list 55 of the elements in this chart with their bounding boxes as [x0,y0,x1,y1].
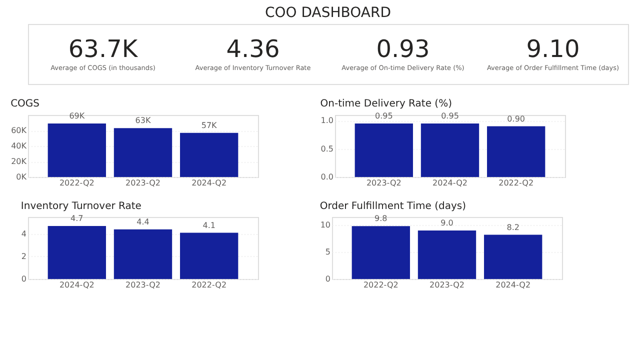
data-label: 8.2 [506,222,520,232]
data-label: 63K [135,116,152,126]
bar [418,230,476,279]
y-tick-label: 60K [11,126,28,135]
chart-title: On-time Delivery Rate (%) [320,98,452,110]
bar [180,232,238,279]
bar [48,226,106,279]
bar [180,132,238,177]
data-label: 4.4 [136,217,150,226]
y-tick-label: 4 [21,229,26,238]
data-label: 9.8 [374,214,388,224]
x-tick-label: 2022-Q2 [363,280,398,290]
data-label: 0.90 [507,114,525,124]
data-label: 4.7 [70,214,84,224]
bar [484,234,542,279]
x-tick-label: 2022-Q2 [59,178,94,188]
y-tick-label: 0K [16,172,28,182]
data-label: 9.0 [440,218,454,228]
text: 63.7K [68,35,139,63]
data-label: 0.95 [441,111,459,120]
x-tick-label: 2024-Q2 [432,178,468,188]
text: COO DASHBOARD [264,5,392,21]
y-tick-label: 0.5 [320,144,334,154]
y-tick-label: 0 [325,274,330,284]
x-tick-label: 2024-Q2 [59,280,94,290]
x-tick-label: 2023-Q2 [430,280,464,290]
x-tick-label: 2023-Q2 [126,280,160,290]
y-tick-label: 40K [11,142,28,150]
bar [352,226,410,279]
y-tick-label: 5 [325,248,330,257]
y-tick-label: 10 [320,220,330,230]
chart-title: COGS [10,98,40,110]
data-label: 0.95 [375,111,393,120]
x-tick-label: 2024-Q2 [496,280,531,290]
bar [114,128,172,177]
chart-title: Inventory Turnover Rate [20,201,142,212]
text: 4.36 [226,35,280,63]
data-label: 69K [69,112,86,121]
bar [48,124,106,177]
y-tick-label: 2 [21,252,26,261]
x-tick-label: 2023-Q2 [126,178,160,188]
y-tick-label: 1.0 [320,116,334,126]
x-tick-label: 2024-Q2 [192,178,227,188]
y-tick-label: 0.0 [320,172,334,182]
chart-title: Order Fulfillment Time (days) [320,201,466,212]
y-tick-label: 20K [11,157,28,166]
text: 9.10 [526,35,580,63]
bar [114,229,172,279]
x-tick-label: 2023-Q2 [366,178,402,188]
y-tick-label: 0 [21,274,26,284]
text: 0.93 [376,35,430,63]
data-label: 57K [201,120,218,130]
x-tick-label: 2022-Q2 [192,280,227,290]
data-label: 4.1 [202,220,216,230]
x-tick-label: 2022-Q2 [498,178,534,188]
